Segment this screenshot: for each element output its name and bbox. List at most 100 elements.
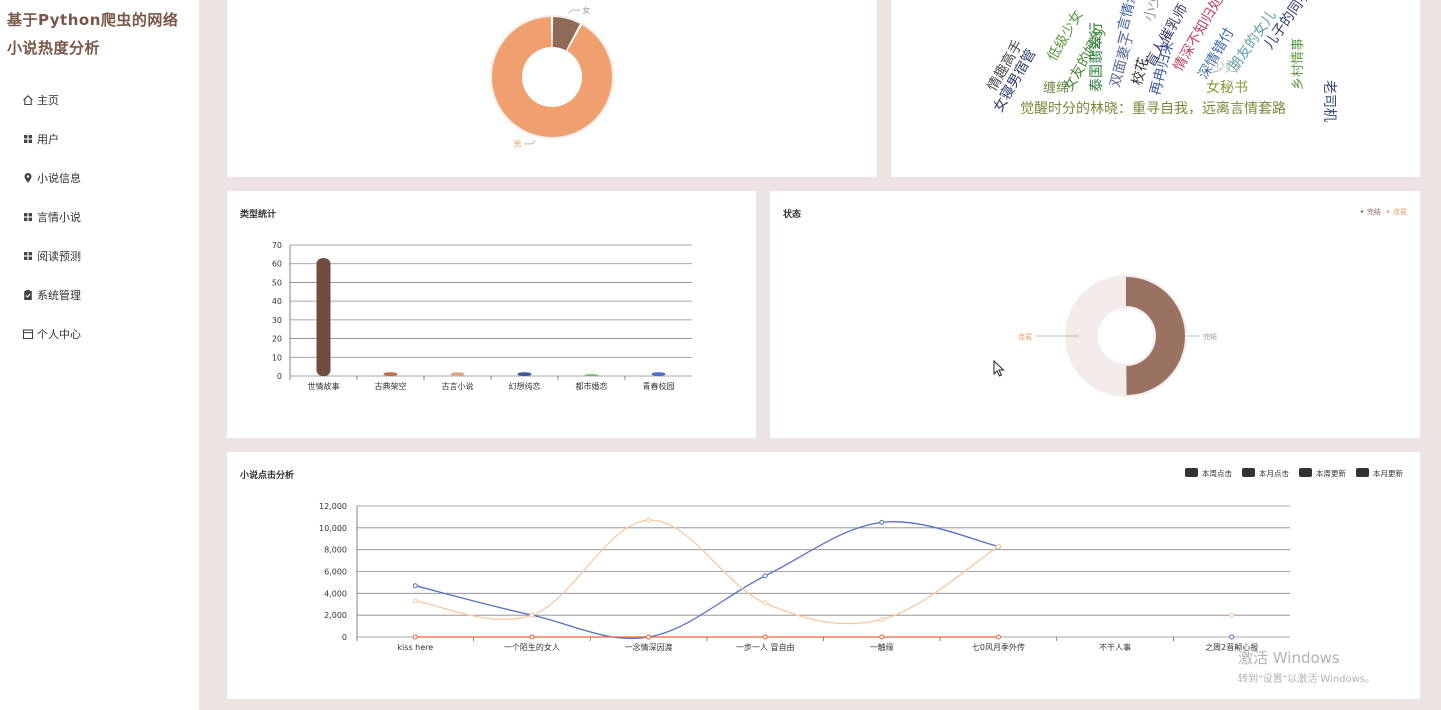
sidebar-item-users[interactable]: 用户 [22, 119, 192, 158]
x-tick-label: 七0风月季外传 [972, 642, 1025, 652]
data-point [646, 517, 652, 523]
legend-swatch [1185, 468, 1198, 477]
type-stats-panel: 类型统计 0 10 20 30 40 50 60 70 世情故事 古典架空 古言小说 幻想纯恋 都市婚恋… [227, 191, 756, 438]
x-tick-label: kiss here [397, 643, 433, 652]
data-point [879, 634, 885, 640]
x-tick-label: 世情故事 [308, 381, 340, 391]
legend-swatch [1356, 468, 1369, 477]
grid-icon [22, 133, 34, 145]
x-tick-label: 古言小说 [442, 381, 474, 391]
y-tick-label: 10,000 [319, 524, 347, 533]
sidebar-item-system-admin[interactable]: 系统管理 [22, 275, 192, 314]
slice-label-line [568, 9, 581, 14]
x-tick-label: 都市婚恋 [576, 381, 608, 391]
sidebar-item-label: 阅读预测 [37, 249, 81, 263]
data-point [762, 600, 768, 606]
data-point [412, 634, 418, 640]
bar [584, 374, 599, 377]
data-point [995, 543, 1001, 549]
legend-item: 本周更新 [1316, 468, 1346, 478]
slice-label: 男 [514, 140, 522, 149]
data-point [1229, 634, 1235, 640]
data-point [879, 617, 885, 623]
donut-shadow [490, 15, 614, 139]
windows-activation-watermark: 激活 Windows 转到"设置"以激活 Windows。 [1238, 647, 1375, 685]
x-tick-label: 之周2晋颠心报 [1205, 642, 1258, 652]
bar [450, 372, 465, 376]
sidebar-item-label: 个人中心 [37, 327, 81, 341]
clipboard-check-icon [22, 289, 34, 301]
sidebar-item-reading-forecast[interactable]: 阅读预测 [22, 236, 192, 275]
wordcloud-word: 小少女 [1140, 0, 1167, 23]
slice-label-line [523, 140, 536, 145]
wordcloud-panel: 觉醒时分的林晓：重寻自我，远离言情套路 女秘书 缠绵 乡村情事 老司机 女寝男宿管 情趣高手… [891, 0, 1420, 177]
legend-item: 本周点击 [1202, 468, 1232, 478]
x-tick-label: 一念情深因渡 [625, 642, 673, 652]
data-point [646, 634, 652, 640]
data-point [1229, 612, 1235, 618]
legend-dot [1386, 210, 1390, 213]
home-icon [22, 94, 34, 106]
wordcloud-word: 少妇 [1211, 59, 1239, 76]
y-tick-label: 2,000 [324, 611, 347, 620]
sidebar-item-profile[interactable]: 个人中心 [22, 314, 192, 353]
x-tick-label: 不干人事 [1099, 642, 1131, 652]
bar [517, 372, 532, 376]
calendar-icon [22, 328, 34, 340]
y-tick-label: 40 [272, 297, 282, 306]
y-tick-label: 30 [272, 316, 282, 325]
y-tick-label: 0 [342, 633, 347, 642]
pie-slice [1126, 277, 1185, 395]
y-tick-label: 70 [272, 241, 282, 250]
y-tick-label: 8,000 [324, 546, 347, 555]
y-tick-label: 4,000 [324, 589, 347, 598]
sidebar-item-home[interactable]: 主页 [22, 80, 192, 119]
mouse-cursor-icon [993, 360, 1005, 377]
y-tick-label: 6,000 [324, 568, 347, 577]
slice-label: 完结 [1203, 332, 1217, 341]
y-tick-label: 60 [272, 260, 282, 269]
gender-chart-panel: 女男 [227, 0, 877, 177]
pie-slice [492, 17, 612, 137]
wordcloud-word: 泰国翡翠行 [1089, 22, 1105, 92]
data-point [529, 612, 535, 618]
wordcloud-word: 老司机 [1321, 80, 1337, 122]
grid-icon [22, 211, 34, 223]
x-tick-label: 一个陌生的女人 [504, 642, 560, 652]
legend-item: 本月更新 [1373, 468, 1403, 478]
sidebar-item-novel-info[interactable]: 小说信息 [22, 158, 192, 197]
sidebar-item-label: 用户 [37, 132, 59, 146]
gender-donut-chart: 女男 [490, 5, 614, 149]
slice-label: 女 [582, 5, 590, 15]
click-line-chart: 本周点击 本月点击 本周更新 本月更新 0 2,000 4,000 6,000 8,000 10,… [319, 468, 1403, 652]
click-analysis-panel: 小说点击分析 本周点击 本月点击 本周更新 本月更新 0 2,000 4,000 6,000 8… [227, 452, 1420, 699]
panel-title: 状态 [783, 210, 802, 220]
x-tick-label: 一触缘 [870, 642, 894, 652]
series-line [415, 519, 999, 625]
series-line [415, 521, 999, 640]
data-point [762, 634, 768, 640]
data-point [879, 519, 885, 525]
grid-icon [22, 250, 34, 262]
status-panel: 状态 连载 完结 完结 连载 [770, 191, 1420, 438]
y-tick-label: 20 [272, 335, 282, 344]
wordcloud-word: 乡村情事 [1291, 38, 1306, 90]
pie-slice [552, 17, 580, 51]
x-tick-label: 一步一人 冒自由 [736, 642, 795, 652]
legend-swatch [1299, 468, 1312, 477]
app-title: 基于Python爬虫的网络小说热度分析 [7, 11, 179, 57]
data-point [412, 583, 418, 589]
sidebar-item-romance-novels[interactable]: 言情小说 [22, 197, 192, 236]
wordcloud-word: 校花 [1128, 56, 1152, 87]
sidebar-item-label: 系统管理 [37, 288, 81, 302]
data-point [412, 598, 418, 604]
legend-item: 完结 [1367, 207, 1381, 216]
watermark-line: 激活 Windows [1238, 649, 1340, 667]
panel-title: 小说点击分析 [240, 471, 295, 481]
bar [651, 372, 666, 376]
legend-dot [1360, 210, 1364, 213]
sidebar-menu: 主页 用户 小说信息 言情小说 阅读预测 系统管理 个人中心 [22, 80, 192, 353]
data-point [995, 634, 1001, 640]
